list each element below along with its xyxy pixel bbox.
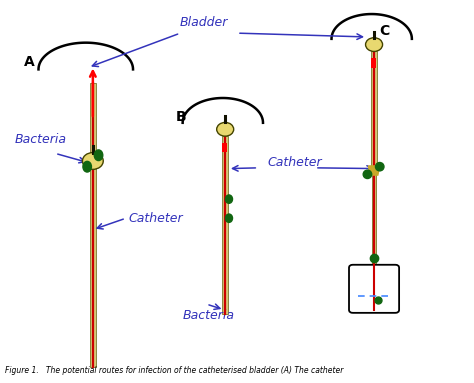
Polygon shape bbox=[368, 166, 380, 175]
FancyBboxPatch shape bbox=[349, 265, 399, 313]
Bar bbox=[222, 143, 227, 152]
Circle shape bbox=[82, 152, 103, 169]
Text: B: B bbox=[175, 110, 186, 124]
Ellipse shape bbox=[363, 170, 372, 178]
Text: Figure 1.   The potential routes for infection of the catheterised bladder (A) T: Figure 1. The potential routes for infec… bbox=[5, 366, 344, 375]
Bar bbox=[90, 83, 96, 367]
Ellipse shape bbox=[226, 214, 233, 223]
Text: Bladder: Bladder bbox=[180, 16, 228, 29]
Bar bbox=[371, 51, 377, 169]
Bar bbox=[222, 136, 228, 314]
Ellipse shape bbox=[83, 161, 91, 172]
Text: Catheter: Catheter bbox=[128, 212, 183, 225]
Text: A: A bbox=[24, 54, 35, 69]
Circle shape bbox=[217, 123, 234, 136]
Bar bbox=[372, 170, 376, 264]
Text: Bacteria: Bacteria bbox=[15, 134, 67, 146]
Text: Catheter: Catheter bbox=[268, 156, 322, 169]
Text: Bacteria: Bacteria bbox=[182, 309, 235, 322]
Ellipse shape bbox=[375, 162, 384, 171]
Bar bbox=[371, 58, 376, 68]
Circle shape bbox=[365, 38, 383, 51]
Ellipse shape bbox=[226, 195, 233, 203]
Ellipse shape bbox=[94, 150, 103, 160]
Text: C: C bbox=[379, 24, 389, 38]
